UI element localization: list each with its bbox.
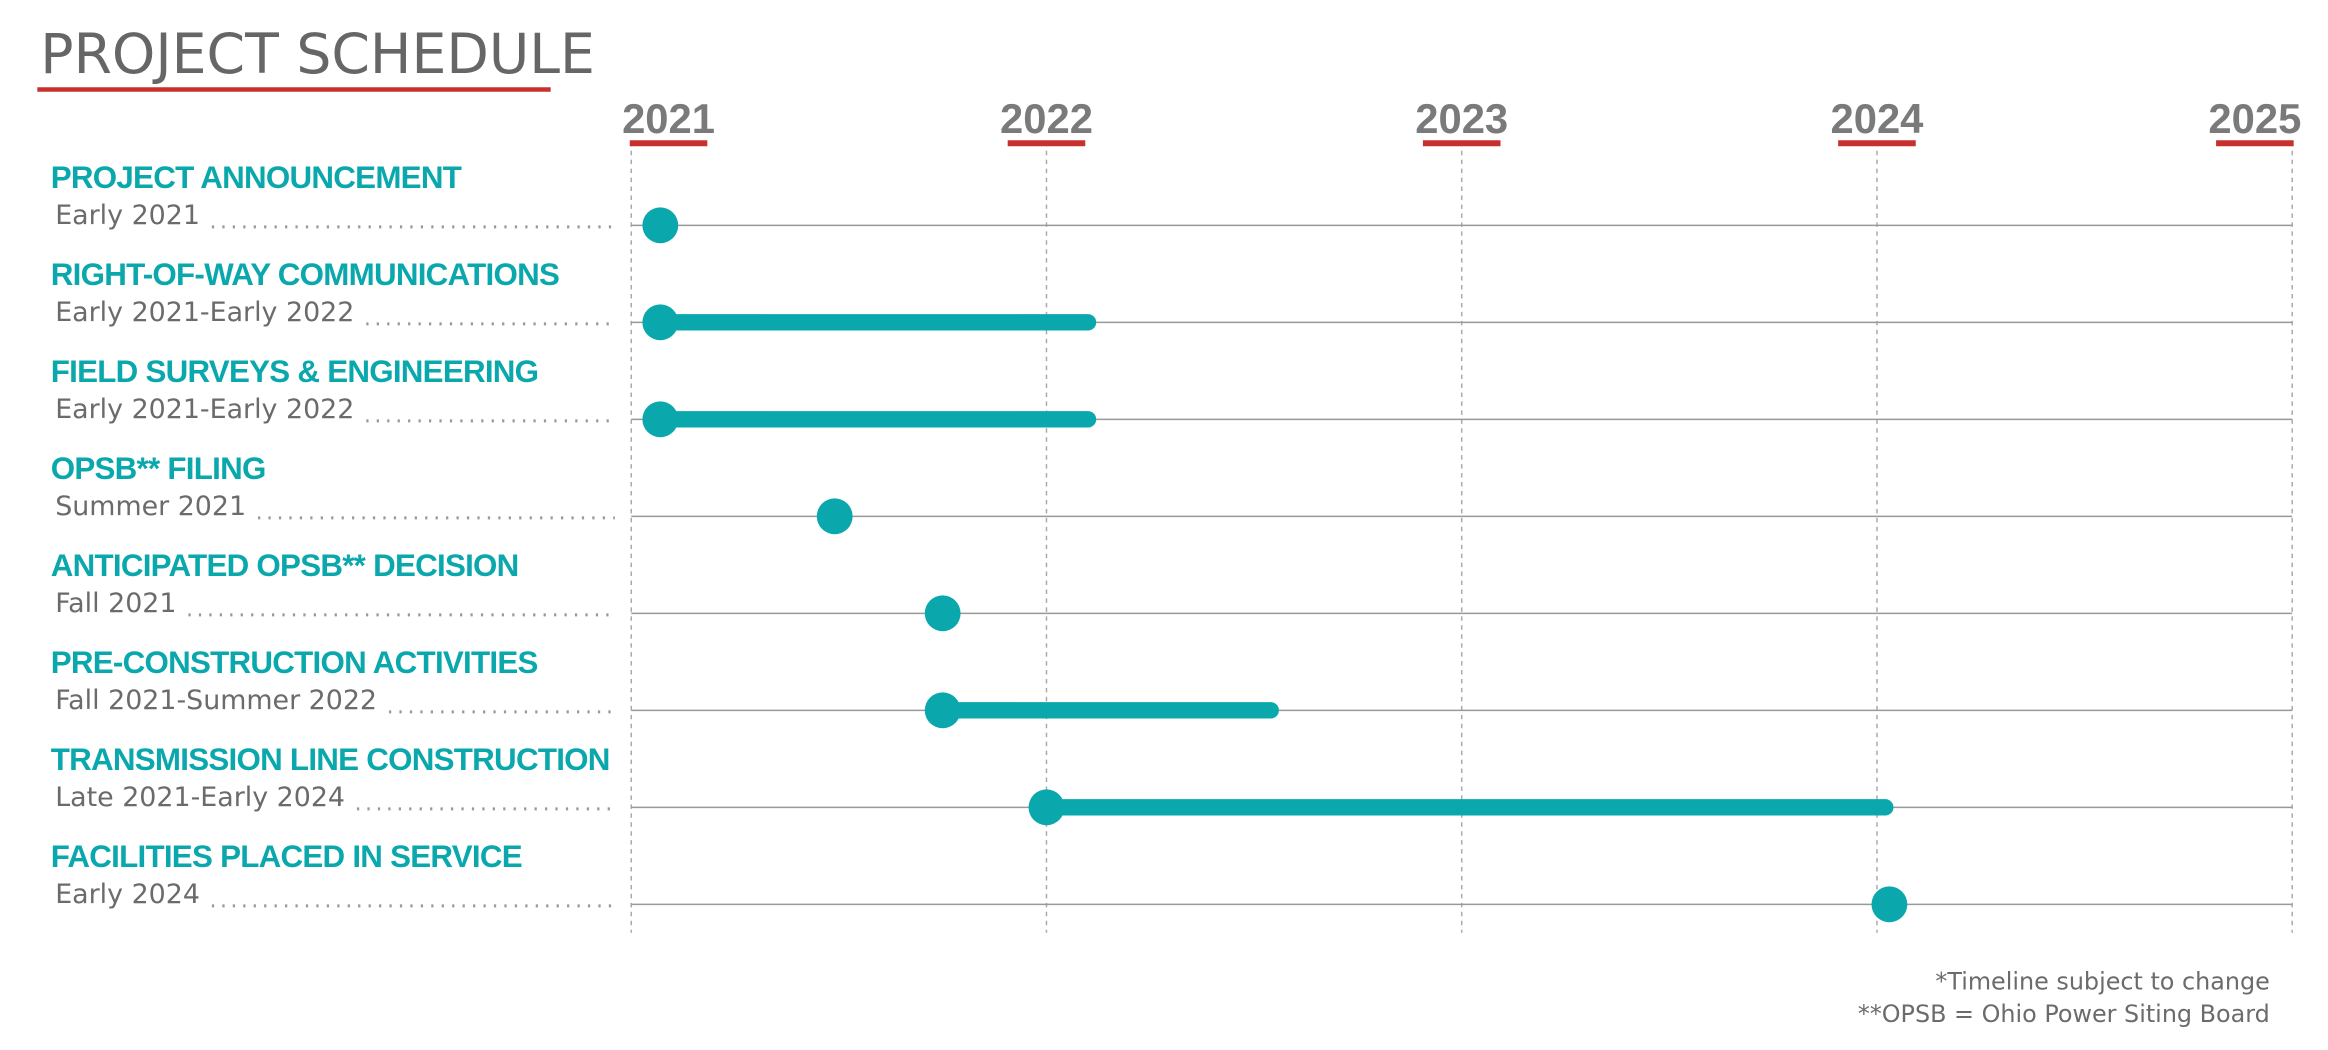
task-period: Early 2024 (55, 879, 200, 910)
task-period: Fall 2021 (55, 588, 176, 619)
start-dot (642, 207, 679, 244)
task-name: TRANSMISSION LINE CONSTRUCTION (51, 742, 610, 777)
x-tick-label: 2024 (1830, 95, 1923, 142)
task-period: Early 2021-Early 2022 (55, 297, 354, 328)
task-name: PRE-CONSTRUCTION ACTIVITIES (51, 645, 538, 680)
task-period: Early 2021-Early 2022 (55, 394, 354, 425)
task-period: Summer 2021 (55, 491, 246, 522)
start-dot (924, 692, 961, 729)
task-name: FIELD SURVEYS & ENGINEERING (51, 354, 539, 389)
footnote: **OPSB = Ohio Power Siting Board (1858, 1000, 2270, 1028)
x-tick-label: 2021 (622, 95, 715, 142)
x-tick-label: 2025 (2208, 95, 2301, 142)
task-name: FACILITIES PLACED IN SERVICE (51, 839, 522, 874)
x-tick-label: 2023 (1415, 95, 1508, 142)
x-tick-label: 2022 (1000, 95, 1093, 142)
task-period: Late 2021-Early 2024 (55, 782, 345, 813)
start-dot (642, 401, 679, 438)
task-name: ANTICIPATED OPSB** DECISION (51, 548, 519, 583)
start-dot (924, 595, 961, 632)
footnote: *Timeline subject to change (1935, 967, 2269, 995)
chart-title: PROJECT SCHEDULE (40, 23, 595, 87)
start-dot (642, 304, 679, 341)
task-period: Early 2021 (55, 200, 200, 231)
task-period: Fall 2021-Summer 2022 (55, 685, 377, 716)
start-dot (1028, 789, 1065, 826)
start-dot (1871, 886, 1908, 923)
task-name: RIGHT-OF-WAY COMMUNICATIONS (51, 257, 559, 292)
start-dot (816, 498, 853, 535)
task-name: PROJECT ANNOUNCEMENT (51, 160, 462, 195)
task-name: OPSB** FILING (51, 451, 266, 486)
